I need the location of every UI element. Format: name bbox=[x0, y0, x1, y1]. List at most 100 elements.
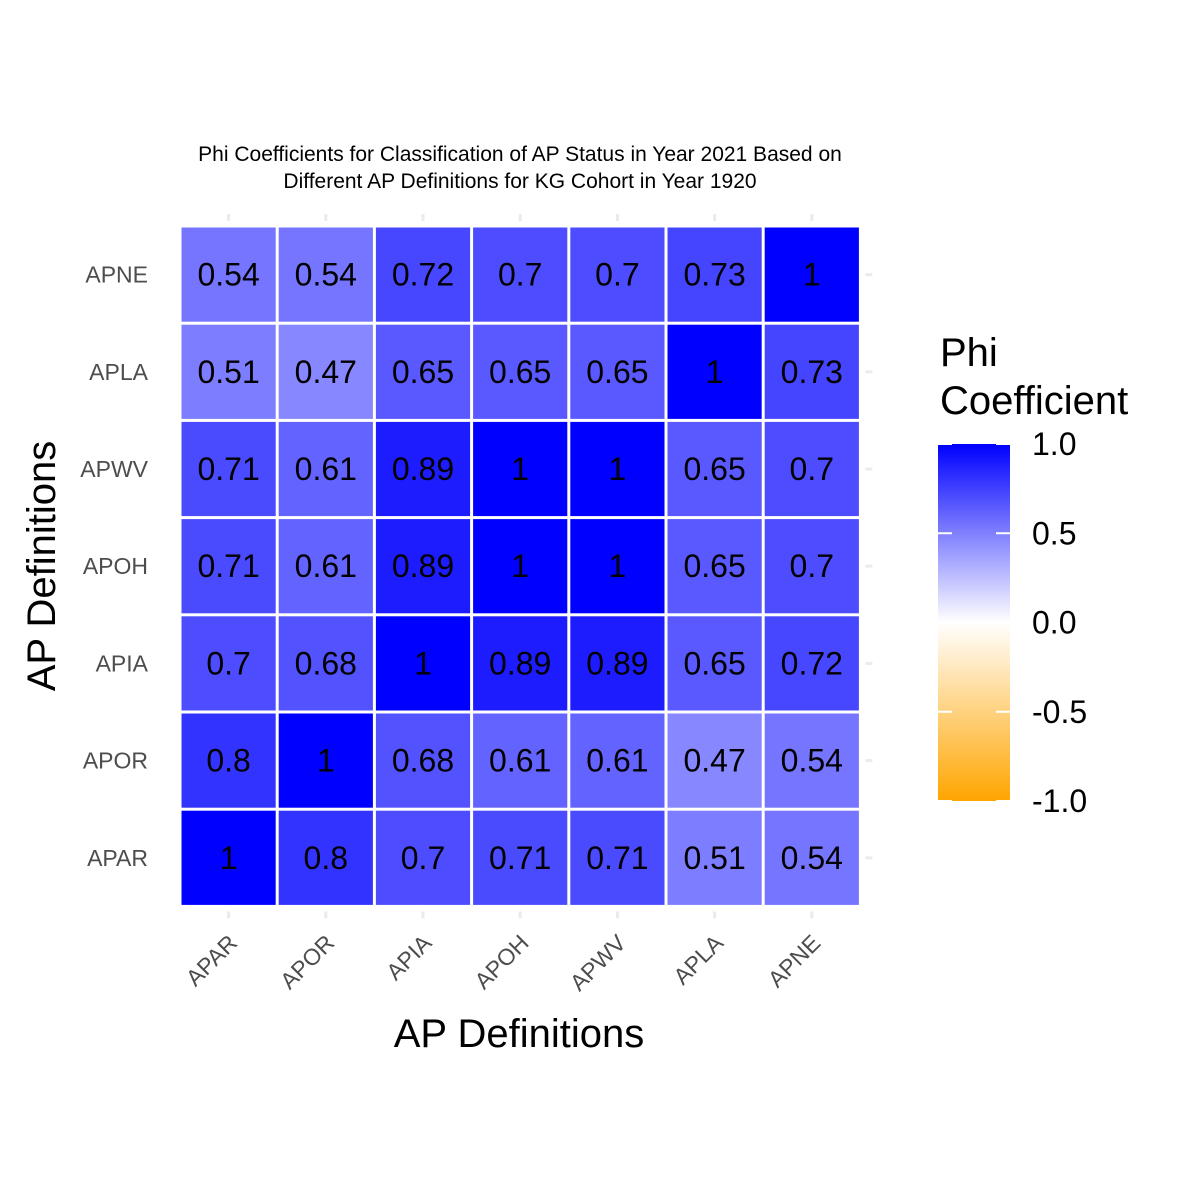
cell-value-label: 0.72 bbox=[392, 257, 454, 293]
heatmap-cell-apia-apar bbox=[181, 616, 276, 711]
legend-tick-label: 0.0 bbox=[1032, 605, 1076, 641]
cell-value-label: 0.51 bbox=[683, 840, 745, 876]
cell-value-label: 0.68 bbox=[295, 645, 357, 681]
cell-value-label: 0.89 bbox=[489, 645, 551, 681]
heatmap-cell-apoh-apla bbox=[667, 519, 762, 614]
heatmap-cell-apoh-apoh bbox=[473, 519, 568, 614]
heatmap-cell-apla-apia bbox=[375, 324, 471, 419]
heatmap-cell-apne-apor bbox=[278, 227, 373, 322]
cell-value-label: 0.68 bbox=[392, 743, 454, 779]
heatmap-cell-apla-apwv bbox=[570, 324, 665, 419]
x-tick-label-apia: APIA bbox=[381, 929, 437, 985]
x-axis-tick-labels: APAR APOR APIA APOH APWV APLA APNE bbox=[181, 929, 826, 996]
cell-value-label: 0.65 bbox=[586, 354, 648, 390]
legend-tick-group: 1.0 0.5 0.0 -0.5 -1.0 bbox=[938, 426, 1087, 819]
heatmap-cell-apor-apor bbox=[278, 713, 373, 808]
x-tick-label-apla: APLA bbox=[668, 929, 728, 989]
cell-value-label: 0.7 bbox=[790, 451, 834, 487]
heatmap-cell-apla-apla bbox=[667, 324, 762, 419]
x-axis-title: AP Definitions bbox=[394, 1012, 645, 1056]
heatmap-cell-apwv-apla bbox=[667, 421, 762, 517]
legend-tick-label: -0.5 bbox=[1032, 694, 1087, 730]
cell-value-label: 1 bbox=[414, 645, 432, 681]
cell-value-label: 0.54 bbox=[197, 257, 259, 293]
cell-value-label: 0.7 bbox=[401, 840, 445, 876]
cell-value-label: 1 bbox=[609, 451, 627, 487]
heatmap-cell-apoh-apor bbox=[278, 519, 373, 614]
heatmap-cell-apoh-apwv bbox=[570, 519, 665, 614]
heatmap-cell-apor-apwv bbox=[570, 713, 665, 808]
cell-value-label: 0.54 bbox=[781, 840, 843, 876]
heatmap-cell-apwv-apoh bbox=[473, 421, 568, 517]
heatmap-cell-apar-apne bbox=[764, 810, 859, 905]
cell-value-label: 0.47 bbox=[683, 743, 745, 779]
cell-value-label: 0.8 bbox=[206, 743, 250, 779]
x-tick-label-apor: APOR bbox=[275, 930, 339, 994]
x-tick-label-apoh: APOH bbox=[469, 930, 533, 994]
cell-value-label: 0.61 bbox=[489, 743, 551, 779]
cell-value-label: 0.65 bbox=[489, 354, 551, 390]
legend-title-line-2: Coefficient bbox=[940, 379, 1128, 423]
heatmap-cell-apla-apor bbox=[278, 324, 373, 419]
legend-tick-label: -1.0 bbox=[1032, 783, 1087, 819]
heatmap-cell-apor-apia bbox=[375, 713, 471, 808]
cell-value-label: 0.73 bbox=[781, 354, 843, 390]
heatmap-cell-apar-apia bbox=[375, 810, 471, 905]
y-tick-label-apwv: APWV bbox=[80, 456, 148, 482]
heatmap-cell-apla-apar bbox=[181, 324, 276, 419]
cell-value-label: 0.89 bbox=[392, 451, 454, 487]
heatmap-cell-apla-apne bbox=[764, 324, 859, 419]
heatmap-cell-apor-apla bbox=[667, 713, 762, 808]
heatmap-cell-apar-apoh bbox=[473, 810, 568, 905]
cell-value-label: 0.89 bbox=[586, 645, 648, 681]
heatmap-cell-apoh-apne bbox=[764, 519, 859, 614]
legend-tick-label: 0.5 bbox=[1032, 515, 1076, 551]
x-tick-label-apar: APAR bbox=[181, 930, 242, 991]
heatmap-cell-apia-apne bbox=[764, 616, 859, 711]
cell-value-label: 1 bbox=[706, 354, 724, 390]
cell-value-label: 0.7 bbox=[206, 645, 250, 681]
heatmap-cell-apne-apla bbox=[667, 227, 762, 322]
heatmap-cell-apor-apar bbox=[181, 713, 276, 808]
heatmap-cell-apar-apor bbox=[278, 810, 373, 905]
heatmap-cell-apia-apor bbox=[278, 616, 373, 711]
heatmap-cell-apar-apwv bbox=[570, 810, 665, 905]
heatmap-cell-apar-apar bbox=[181, 810, 276, 905]
y-axis-tick-labels: APAR APOR APIA APOH APWV APLA APNE bbox=[80, 262, 148, 871]
heatmap-cell-apoh-apar bbox=[181, 519, 276, 614]
cell-value-label: 0.71 bbox=[197, 451, 259, 487]
cell-value-label: 0.73 bbox=[683, 257, 745, 293]
right-tick-marks bbox=[865, 273, 873, 860]
color-legend: Phi Coefficient 1.0 0.5 0.0 -0.5 -1.0 bbox=[938, 331, 1128, 819]
heatmap-cell-apne-apoh bbox=[473, 227, 568, 322]
chart-title-line-1: Phi Coefficients for Classification of A… bbox=[198, 143, 842, 166]
heatmap-cell-apwv-apia bbox=[375, 421, 471, 517]
bottom-tick-marks bbox=[227, 911, 814, 919]
cell-value-label: 0.61 bbox=[295, 548, 357, 584]
top-tick-marks bbox=[227, 214, 814, 221]
cell-value-label: 0.65 bbox=[392, 354, 454, 390]
cell-value-label: 0.65 bbox=[683, 451, 745, 487]
cell-value-label: 0.47 bbox=[295, 354, 357, 390]
heatmap-cell-apoh-apia bbox=[375, 519, 471, 614]
y-tick-label-apla: APLA bbox=[89, 359, 148, 385]
heatmap-cell-apla-apoh bbox=[473, 324, 568, 419]
y-tick-label-apar: APAR bbox=[87, 845, 148, 871]
heatmap-cell-apor-apne bbox=[764, 713, 859, 808]
heatmap-cells bbox=[181, 227, 859, 905]
cell-value-label: 0.71 bbox=[586, 840, 648, 876]
legend-tick-label: 1.0 bbox=[1032, 426, 1076, 462]
cell-value-label: 0.72 bbox=[781, 645, 843, 681]
cell-value-label: 0.51 bbox=[197, 354, 259, 390]
heatmap-cell-labels: 1 0.8 0.7 0.71 0.71 0.51 0.540.8 1 0.68 0.61 0.61 0… bbox=[197, 257, 842, 876]
heatmap-cell-apwv-apne bbox=[764, 421, 859, 517]
heatmap-cell-apwv-apor bbox=[278, 421, 373, 517]
y-tick-label-apoh: APOH bbox=[83, 553, 148, 579]
cell-value-label: 1 bbox=[317, 743, 335, 779]
y-tick-label-apia: APIA bbox=[96, 650, 149, 676]
heatmap-cell-apia-apoh bbox=[473, 616, 568, 711]
legend-title-line-1: Phi bbox=[940, 331, 998, 375]
cell-value-label: 0.61 bbox=[586, 743, 648, 779]
cell-value-label: 1 bbox=[609, 548, 627, 584]
